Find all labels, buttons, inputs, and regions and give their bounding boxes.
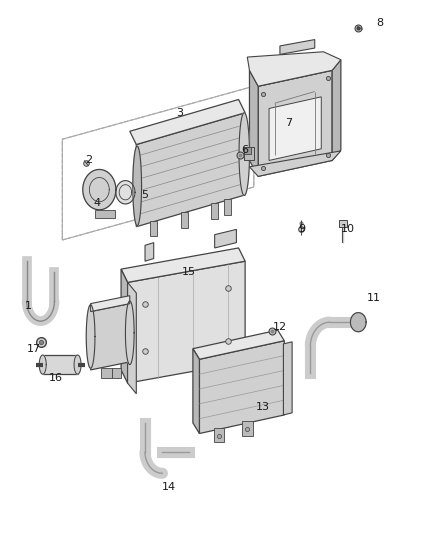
Text: 9: 9 <box>298 224 305 235</box>
Text: 3: 3 <box>177 108 184 118</box>
Polygon shape <box>127 282 136 394</box>
Text: 12: 12 <box>273 322 287 333</box>
Polygon shape <box>127 261 245 383</box>
Text: 2: 2 <box>85 156 92 165</box>
Text: 5: 5 <box>141 190 148 200</box>
Polygon shape <box>193 349 199 433</box>
Polygon shape <box>280 39 315 54</box>
Text: 4: 4 <box>94 198 101 208</box>
Polygon shape <box>136 113 245 227</box>
Bar <box>244 147 254 160</box>
Text: 17: 17 <box>27 344 41 354</box>
Polygon shape <box>39 355 46 374</box>
Polygon shape <box>125 301 134 365</box>
Text: 8: 8 <box>377 18 384 28</box>
Polygon shape <box>350 313 366 332</box>
Polygon shape <box>332 60 341 160</box>
Polygon shape <box>83 169 116 210</box>
Bar <box>224 199 231 215</box>
Bar <box>242 422 253 437</box>
Polygon shape <box>250 70 258 176</box>
Polygon shape <box>116 181 135 204</box>
Bar <box>214 427 224 442</box>
Polygon shape <box>91 304 130 370</box>
Bar <box>181 212 187 228</box>
Polygon shape <box>199 341 284 433</box>
Polygon shape <box>145 243 154 261</box>
Polygon shape <box>74 355 81 374</box>
Text: 10: 10 <box>340 224 354 235</box>
Bar <box>113 368 121 378</box>
Text: 16: 16 <box>49 373 63 383</box>
Text: 15: 15 <box>181 267 195 277</box>
Polygon shape <box>250 54 332 86</box>
Polygon shape <box>269 97 321 160</box>
Polygon shape <box>133 146 141 225</box>
Polygon shape <box>283 342 292 415</box>
Polygon shape <box>121 248 245 282</box>
Text: 7: 7 <box>285 118 292 128</box>
Text: 11: 11 <box>367 293 381 303</box>
Text: 14: 14 <box>162 481 176 491</box>
Bar <box>95 210 115 217</box>
Bar <box>150 221 157 237</box>
Bar <box>244 147 251 154</box>
Bar <box>211 203 218 219</box>
Polygon shape <box>91 296 130 312</box>
Polygon shape <box>258 70 332 176</box>
Bar <box>43 355 78 374</box>
Polygon shape <box>193 330 284 359</box>
Polygon shape <box>215 229 237 248</box>
Polygon shape <box>86 305 95 368</box>
Polygon shape <box>239 113 250 196</box>
Text: 1: 1 <box>25 301 32 311</box>
Text: 13: 13 <box>255 402 269 412</box>
Bar <box>102 368 113 378</box>
Polygon shape <box>247 52 341 86</box>
Bar <box>339 220 347 227</box>
Polygon shape <box>130 100 245 144</box>
Polygon shape <box>121 269 127 383</box>
Polygon shape <box>250 151 341 176</box>
Text: 6: 6 <box>242 145 249 155</box>
